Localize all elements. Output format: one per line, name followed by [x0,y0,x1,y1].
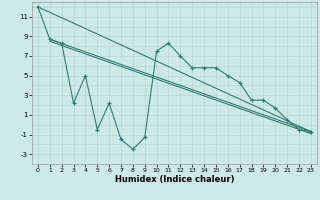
X-axis label: Humidex (Indice chaleur): Humidex (Indice chaleur) [115,175,234,184]
